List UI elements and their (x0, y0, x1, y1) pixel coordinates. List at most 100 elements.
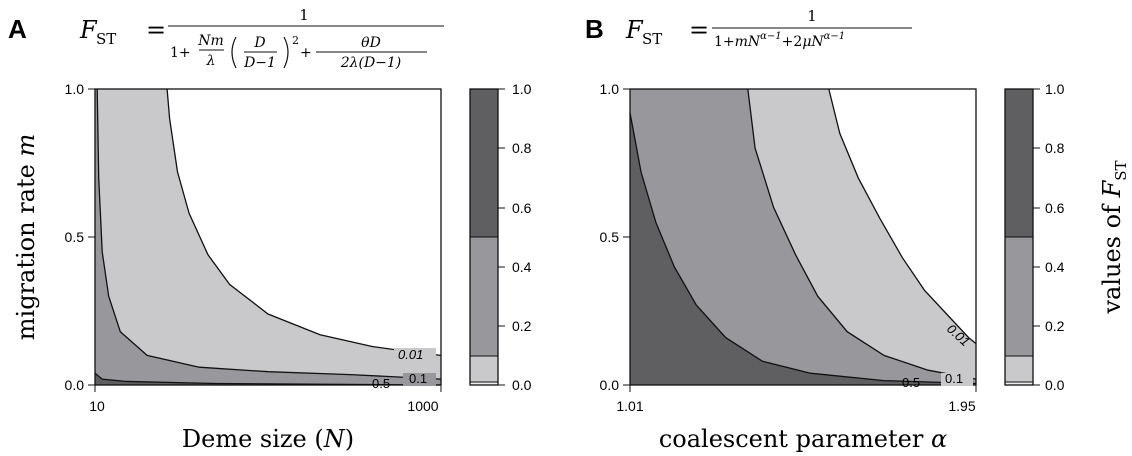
colorbar-b: 1.0 0.8 0.6 0.4 0.2 0.0 values of FST (1004, 81, 1130, 393)
colorbar-a-band-light (470, 356, 498, 382)
x-axis-label-a-var: N (323, 425, 346, 453)
x-axis-label-a-text: Deme size ( (182, 425, 324, 453)
formula-a-rparen (283, 36, 289, 69)
y-tick-label-b-1: 1.0 (600, 81, 620, 97)
contour-a-label-0.5: 0.5 (372, 376, 390, 391)
panel-b-label: B (585, 14, 604, 44)
formula-a-den-theta-num: θD (361, 35, 381, 51)
colorbar-a-band-lightest (470, 382, 498, 385)
formula-a-den-nm-num: Nm (197, 33, 224, 49)
cb-b-tick-label-6: 0.0 (1045, 377, 1065, 393)
cb-b-tick-label-5: 0.2 (1045, 318, 1065, 334)
y-tick-label-a-3: 0.0 (65, 377, 85, 393)
x-tick-label-b-1: 1.01 (616, 398, 643, 414)
x-axis-label-a-end: ) (345, 425, 354, 453)
y-tick-label-b-2: 0.5 (600, 229, 620, 245)
region-a-fst-0.1-0.5 (95, 89, 441, 385)
contour-b-0.5 (629, 112, 977, 385)
x-tick-label-a-1: 10 (89, 398, 105, 414)
colorbar-b-band-light (1005, 356, 1033, 382)
formula-a-den-nm-den: λ (206, 53, 216, 69)
formula-b-den: 1+mNα−1+2μNα−1 (714, 31, 845, 50)
colorbar-a-ticks: 1.0 0.8 0.6 0.4 0.2 0.0 (498, 81, 532, 393)
contour-b-label-0.5: 0.5 (902, 375, 920, 390)
formula-a-lparen (231, 36, 237, 69)
formula-b-den-b: +2 (782, 34, 803, 50)
formula-b-den-n2: N (810, 34, 824, 50)
formula-b-numerator: 1 (807, 7, 817, 25)
x-axis-label-a: Deme size (N) (182, 425, 354, 453)
panel-b-formula: F ST = 1 1+mNα−1+2μNα−1 (625, 7, 912, 50)
panel-a-formula: F ST = 1 1+ Nm λ D D−1 2 + θD 2λ(D−1) (79, 6, 444, 71)
colorbar-b-band-dark (1005, 89, 1033, 237)
y-tick-label-b-3: 0.0 (600, 377, 620, 393)
contour-b-label-0.1: 0.1 (945, 371, 963, 386)
contour-a-0.5 (94, 372, 442, 386)
x-tick-label-a-2: 1000 (407, 398, 438, 414)
contour-b-0.01 (828, 88, 977, 345)
region-a-fst-0.01-0.1 (95, 89, 441, 385)
colorbar-title: values of FST (1098, 160, 1130, 314)
formula-a-den-sq: 2 (292, 34, 299, 47)
y-tick-label-a-1: 1.0 (65, 81, 85, 97)
colorbar-title-sub: ST (1112, 160, 1130, 180)
formula-a-den-d-den: D−1 (243, 55, 276, 71)
colorbar-title-text: values of (1098, 197, 1126, 314)
formula-b-den-exp2: α−1 (824, 31, 846, 42)
formula-a-den-d-num: D (253, 35, 265, 51)
formula-a-den-one: 1+ (170, 45, 191, 61)
formula-b-den-m: m (735, 34, 748, 50)
cb-a-tick-label-4: 0.4 (512, 259, 532, 275)
colorbar-b-band-mid (1005, 237, 1033, 356)
cb-a-tick-label-6: 0.0 (512, 377, 532, 393)
colorbar-title-var: F (1098, 179, 1126, 198)
cb-b-tick-label-1: 1.0 (1045, 81, 1065, 97)
colorbar-b-frame (1004, 88, 1034, 386)
panel-a: A F ST = 1 1+ Nm λ D D−1 2 + θD 2λ(D−1) (8, 6, 532, 453)
colorbar-a: 1.0 0.8 0.6 0.4 0.2 0.0 (469, 81, 532, 393)
formula-b-den-a: 1+ (714, 34, 735, 50)
y-tick-label-a-2: 0.5 (65, 229, 85, 245)
cb-b-tick-label-2: 0.8 (1045, 140, 1065, 156)
x-axis-label-b-var: α (931, 425, 947, 453)
x-axis-label-b-text: coalescent parameter (659, 425, 931, 453)
region-b-fst-0.1-0.5 (630, 89, 976, 385)
colorbar-a-band-dark (470, 89, 498, 237)
plot-a-x-axis: 10 1000 Deme size (N) (89, 385, 442, 453)
colorbar-b-ticks: 1.0 0.8 0.6 0.4 0.2 0.0 (1033, 81, 1065, 393)
formula-a-numerator: 1 (299, 6, 309, 24)
formula-b-den-mu: μ (802, 34, 811, 50)
formula-b-den-exp1: α−1 (760, 31, 782, 42)
contour-a-label-0.1: 0.1 (409, 371, 427, 386)
formula-a-den-plus: + (300, 45, 312, 61)
contour-a-label-bg-0.1 (403, 373, 436, 386)
colorbar-b-band-lightest (1005, 382, 1033, 385)
region-b-fst-above-0.5 (630, 89, 976, 385)
plot-b-y-axis: 1.0 0.5 0.0 (600, 81, 630, 393)
plot-b: 0.01 0.1 0.5 1.0 0.5 0.0 1.01 1.95 coale… (600, 81, 977, 453)
panel-a-label: A (8, 14, 27, 44)
plot-b-x-axis: 1.01 1.95 coalescent parameter α (616, 385, 977, 453)
contour-b-0.1 (747, 88, 977, 380)
contour-a-label-0.01: 0.01 (398, 347, 423, 362)
cb-b-tick-label-4: 0.4 (1045, 259, 1065, 275)
formula-b-equals: = (689, 16, 709, 44)
cb-a-tick-label-2: 0.8 (512, 140, 532, 156)
panel-b: B F ST = 1 1+mNα−1+2μNα−1 0.0 1 0.1 0.5 (585, 7, 1130, 453)
formula-b-lhs-sub: ST (642, 30, 662, 48)
y-axis-label-a: migration rate m (12, 134, 40, 340)
formula-a-den-theta-den: 2λ(D−1) (340, 55, 402, 71)
cb-a-tick-label-1: 1.0 (512, 81, 532, 97)
formula-b-den-n1: N (747, 34, 761, 50)
x-tick-label-b-2: 1.95 (948, 398, 975, 414)
formula-a-lhs-sub: ST (96, 30, 116, 48)
colorbar-a-frame (469, 88, 499, 386)
cb-b-tick-label-3: 0.6 (1045, 200, 1065, 216)
formula-b-lhs-var: F (625, 16, 644, 44)
contour-a-label-bg-0.01 (394, 348, 436, 361)
x-axis-label-b: coalescent parameter α (659, 425, 947, 453)
contour-b-label-bg-0.1 (941, 373, 973, 386)
colorbar-a-band-mid (470, 237, 498, 356)
plot-a: 0.01 0.1 0.5 1.0 0.5 0.0 migration rate … (12, 81, 442, 453)
